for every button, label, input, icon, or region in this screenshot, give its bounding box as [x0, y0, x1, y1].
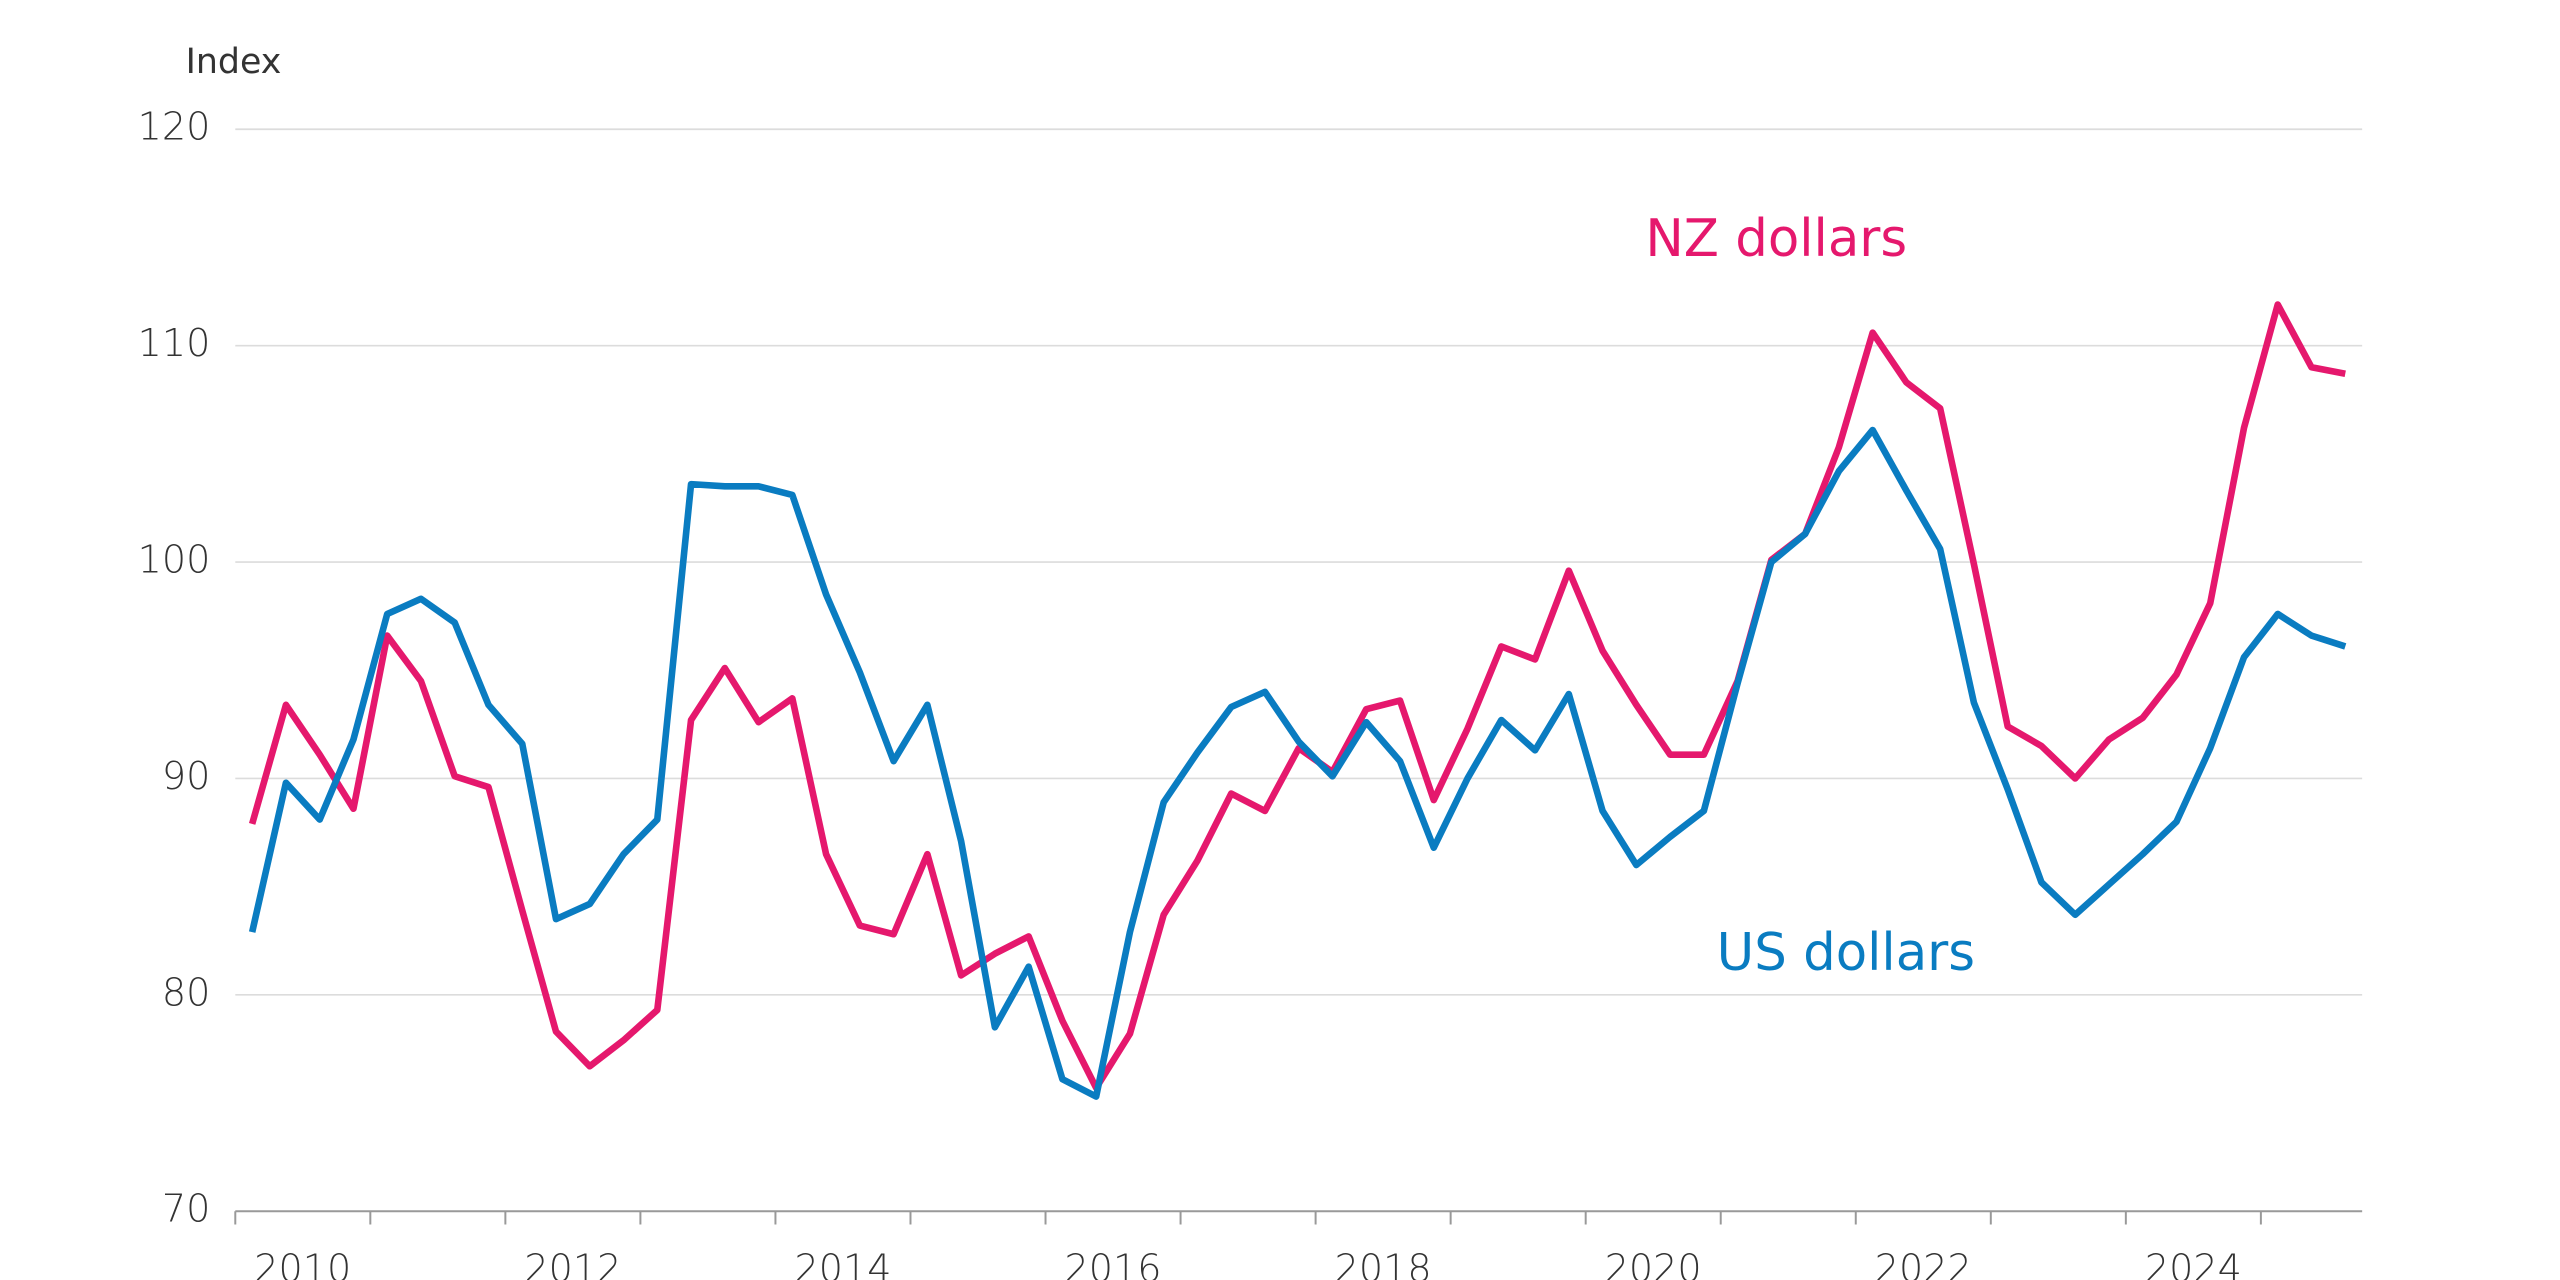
x-tick-label: 2018: [1335, 1246, 1432, 1280]
x-tick-label: 2020: [1605, 1246, 1702, 1280]
y-tick-label: 80: [162, 970, 211, 1014]
y-axis-label: Index: [186, 42, 282, 82]
series-label: US dollars: [1717, 923, 1975, 983]
series-label: NZ dollars: [1645, 209, 1907, 269]
x-tick-label: 2014: [794, 1246, 891, 1280]
y-tick-label: 110: [138, 321, 211, 365]
y-tick-label: 70: [162, 1187, 211, 1231]
series-line: [248, 301, 2346, 1092]
y-tick-label: 120: [138, 105, 211, 149]
y-tick-label: 90: [162, 754, 211, 798]
x-tick-label: 2010: [254, 1246, 351, 1280]
x-tick-label: 2022: [1875, 1246, 1972, 1280]
x-tick-label: 2024: [2145, 1246, 2242, 1280]
y-tick-label: 100: [138, 538, 211, 582]
x-tick-label: 2012: [524, 1246, 621, 1280]
series-line: [248, 426, 2347, 1100]
x-tick-label: 2016: [1065, 1246, 1162, 1280]
